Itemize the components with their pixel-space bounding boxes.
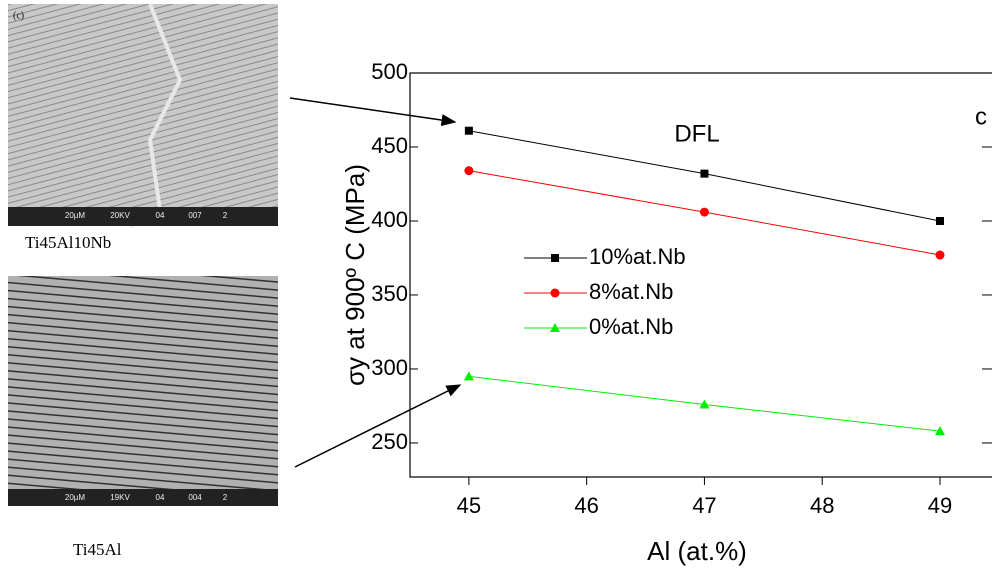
y-tick-label: 300 — [371, 355, 408, 380]
x-tick-label: 48 — [810, 493, 834, 518]
marker — [936, 216, 944, 225]
scale-bar-text: 007 — [188, 211, 202, 220]
arrow — [289, 97, 457, 126]
panel-label: (c) — [13, 10, 24, 21]
arrow — [294, 384, 462, 468]
scale-bar-text: 19KV — [110, 493, 130, 502]
y-tick-label: 250 — [371, 429, 408, 454]
legend-label: 0%at.Nb — [589, 314, 673, 339]
scale-bar-text: 2 — [223, 211, 228, 220]
legend-label: 8%at.Nb — [589, 279, 673, 304]
y-tick-label: 400 — [371, 207, 408, 232]
scale-bar-text: 20KV — [110, 211, 130, 220]
legend-marker — [550, 323, 560, 332]
y-tick-label: 500 — [371, 59, 408, 84]
y-tick-label: 450 — [371, 133, 408, 158]
x-tick-label: 49 — [928, 493, 952, 518]
x-axis-label: Al (at.%) — [647, 536, 747, 566]
scale-bar-text: 20µM — [65, 211, 86, 220]
y-tick-label: 350 — [371, 281, 408, 306]
micrograph-bottom — [8, 276, 278, 506]
marker — [699, 399, 710, 409]
marker — [700, 169, 709, 178]
marker — [463, 371, 474, 381]
marker — [935, 250, 945, 260]
scale-bar-text: 004 — [188, 493, 202, 502]
caption: Ti45Al — [73, 540, 122, 559]
legend-marker — [551, 254, 559, 262]
caption: Ti45Al10Nb — [25, 233, 111, 252]
scale-bar-text: 20µM — [65, 493, 86, 502]
scale-bar-text: 04 — [156, 211, 165, 220]
y-axis-label: σy at 900º C (MPa) — [340, 164, 370, 386]
plot-frame — [409, 72, 992, 478]
marker — [464, 166, 474, 176]
micrograph-top — [8, 3, 278, 228]
x-tick-label: 45 — [457, 493, 481, 518]
scale-bar-text: 2 — [223, 493, 228, 502]
scale-bar-text: 04 — [156, 493, 165, 502]
legend-marker — [550, 288, 560, 298]
x-tick-label: 47 — [692, 493, 716, 518]
chart-title: DFL — [674, 120, 719, 147]
x-tick-label: 46 — [574, 493, 598, 518]
marker — [935, 426, 945, 436]
corner-label: c — [975, 103, 987, 130]
marker — [699, 207, 709, 217]
marker — [464, 126, 473, 135]
legend-label: 10%at.Nb — [589, 244, 686, 269]
